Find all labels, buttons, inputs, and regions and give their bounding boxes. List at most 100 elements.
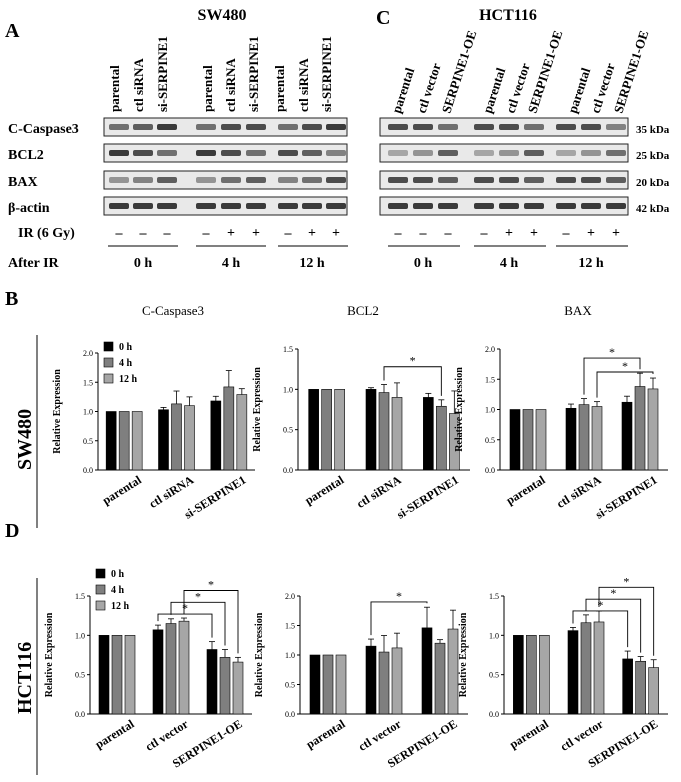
bar (436, 405, 447, 471)
significance-bracket (370, 601, 428, 636)
y-axis-label: Relative Expression (44, 612, 55, 697)
blot-row-label: C-Caspase3 (8, 122, 79, 137)
bar (434, 642, 446, 715)
ir-mark: + (252, 226, 260, 241)
blot-band (556, 150, 576, 156)
blot-band (524, 177, 544, 183)
blot-band (246, 124, 266, 130)
bar-chart-bcl2: BCL2 0.0 0.5 1.0 1.5 Relative Expression paren… (252, 303, 470, 522)
bar (391, 647, 403, 715)
bar (223, 386, 235, 471)
y-tick-label: 1.5 (285, 622, 295, 631)
x-category-label: ctl vector (356, 716, 404, 753)
blot-image-sw480 (103, 117, 348, 216)
bar (423, 397, 434, 471)
timepoint-label: 4 h (500, 256, 519, 271)
legend-swatch (95, 584, 106, 595)
blot-band (524, 150, 544, 156)
bar (321, 389, 332, 471)
bar (522, 409, 534, 471)
bar (152, 629, 164, 715)
x-category-label: parental (100, 472, 145, 507)
bar-chart-hct116-c-caspase3: 0.0 0.5 1.0 1.5 Relative Expression parental c… (44, 568, 252, 771)
significance-bracket (583, 357, 641, 395)
blot-band (157, 177, 177, 183)
ir-mark: – (394, 226, 403, 241)
y-axis-label: Relative Expression (254, 612, 265, 697)
blot-band (581, 177, 601, 183)
x-category-label: ctl siRNA (554, 473, 604, 511)
lane-label: ctl siRNA (223, 58, 238, 112)
blot-band (302, 150, 322, 156)
significance-bracket (596, 371, 654, 398)
blot-band (157, 150, 177, 156)
lane-label: parental (272, 65, 287, 112)
ir-mark: + (505, 226, 513, 241)
lane-label: si-SERPINE1 (319, 36, 334, 112)
y-tick-label: 1.0 (83, 408, 93, 417)
y-tick-label: 1.5 (485, 375, 495, 384)
significance-star: * (182, 601, 188, 615)
bar (622, 658, 633, 715)
panel-label-a: A (5, 20, 20, 42)
lane-label: SERPINE1-OE (611, 29, 652, 115)
side-label-sw480: SW480 (14, 409, 36, 470)
bar (565, 407, 577, 471)
bar (206, 649, 218, 715)
bar (322, 654, 334, 715)
bar (621, 401, 633, 471)
lane-label: parental (107, 65, 122, 112)
timepoint-label: 0 h (134, 256, 153, 271)
bar-chart-hct116-bcl2: 0.0 0.5 1.0 1.5 2.0 Relative Expression parent… (254, 589, 468, 771)
blot-band (196, 203, 216, 209)
y-axis-label: Relative Expression (454, 367, 465, 452)
kda-label: 42 kDa (636, 203, 670, 215)
blot-band (499, 124, 519, 130)
bar (535, 409, 547, 471)
blot-band (499, 150, 519, 156)
ir-mark: + (587, 226, 595, 241)
bar (98, 635, 110, 715)
blot-band (438, 124, 458, 130)
blot-band (388, 124, 408, 130)
blot-band (221, 150, 241, 156)
blot-band (133, 177, 153, 183)
blot-band (196, 124, 216, 130)
ir-mark: + (530, 226, 538, 241)
blot-band (474, 203, 494, 209)
blot-band (556, 124, 576, 130)
significance-star: * (195, 589, 201, 603)
ir-mark: – (163, 226, 172, 241)
significance-star: * (410, 354, 416, 368)
legend-label: 4 h (111, 585, 125, 596)
y-tick-label: 0.0 (83, 466, 93, 475)
bar (509, 409, 521, 471)
kda-label: 35 kDa (636, 124, 670, 136)
ir-mark: – (444, 226, 453, 241)
blot-band (413, 177, 433, 183)
blot-band (326, 124, 346, 130)
y-axis-label: Relative Expression (252, 367, 263, 452)
ir-marks-sw480: – – – – + + – + + (115, 226, 341, 241)
y-tick-label: 0.0 (285, 710, 295, 719)
ir-mark: – (480, 226, 489, 241)
legend-swatch (103, 373, 114, 384)
panel-label-c: C (376, 7, 390, 29)
bar (447, 628, 459, 715)
x-category-label: parental (93, 716, 138, 751)
significance-bracket (383, 366, 442, 396)
ir-mark: – (115, 226, 124, 241)
bar-chart-bax: BAX 0.0 0.5 1.0 1.5 2.0 Relative Expression par… (454, 303, 668, 522)
kda-label: 20 kDa (636, 177, 670, 189)
bar (365, 645, 377, 715)
blot-band (413, 124, 433, 130)
blot-band (606, 203, 626, 209)
significance-bracket (183, 590, 239, 654)
blot-band (581, 124, 601, 130)
x-category-label: ctl vector (143, 716, 191, 753)
bar (309, 654, 321, 715)
significance-star: * (610, 586, 616, 600)
legend-swatch (95, 600, 106, 611)
y-tick-label: 1.0 (283, 385, 293, 394)
blot-band (302, 203, 322, 209)
